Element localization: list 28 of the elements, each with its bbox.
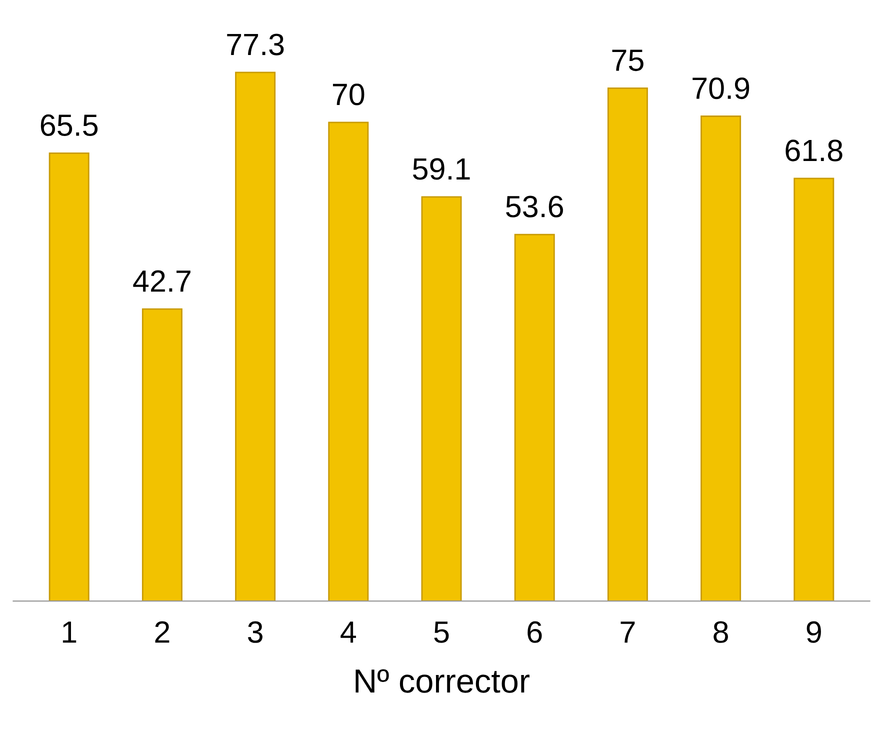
bar [328, 122, 369, 602]
bar [48, 152, 90, 602]
bar [794, 178, 834, 602]
x-tick-label: 6 [528, 621, 542, 643]
x-tick-label: 9 [806, 621, 821, 643]
data-label: 65.5 [40, 114, 98, 136]
bar [421, 196, 462, 602]
data-label: 59.1 [412, 158, 470, 180]
data-label: 42.7 [133, 270, 190, 292]
x-tick-label: 1 [62, 622, 76, 643]
x-tick-label: 8 [714, 621, 728, 643]
data-label: 70 [332, 84, 364, 106]
x-tick-label: 3 [248, 621, 262, 643]
x-axis-title: Nº corrector [356, 669, 530, 693]
x-tick-label: 7 [620, 622, 635, 643]
data-label: 61.8 [786, 140, 842, 162]
bar [607, 88, 648, 602]
x-tick-label: 5 [434, 622, 449, 643]
data-label: 75 [612, 50, 644, 72]
data-label: 70.9 [692, 77, 750, 100]
data-label: 77.3 [227, 34, 284, 56]
x-tick-label: 2 [155, 621, 170, 643]
bar [700, 116, 742, 602]
bar [514, 234, 555, 602]
bar [235, 72, 276, 602]
x-tick-label: 4 [340, 622, 356, 643]
data-label: 53.6 [506, 196, 563, 218]
bar [142, 308, 182, 602]
